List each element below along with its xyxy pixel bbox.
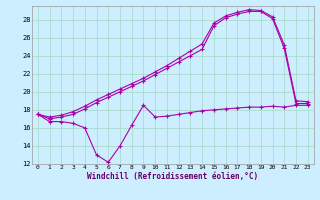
X-axis label: Windchill (Refroidissement éolien,°C): Windchill (Refroidissement éolien,°C): [87, 172, 258, 181]
